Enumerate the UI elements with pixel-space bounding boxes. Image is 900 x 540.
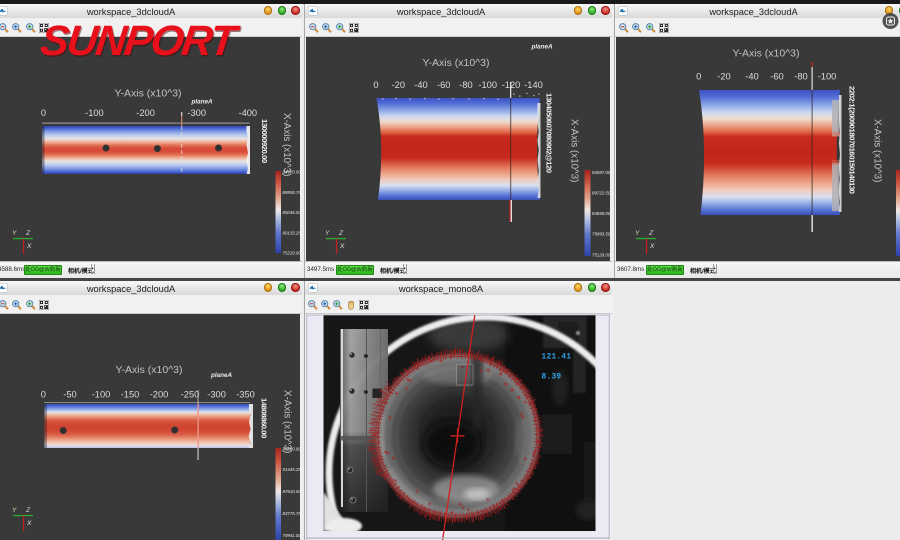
svg-text:-300: -300 <box>207 390 226 400</box>
svg-text:Y-Axis (x10^3): Y-Axis (x10^3) <box>115 88 182 100</box>
svg-text:75129.00: 75129.00 <box>592 253 610 258</box>
svg-text:83775.75: 83775.75 <box>283 511 301 516</box>
svg-text:Y: Y <box>12 230 17 237</box>
svg-text:-150: -150 <box>121 390 140 400</box>
svg-text:0: 0 <box>41 108 46 118</box>
svg-text:-100: -100 <box>478 80 497 90</box>
svg-text:2202:1(2009018070160150140130: 2202:1(2009018070160150140130 <box>848 86 857 194</box>
svg-text:Z: Z <box>338 230 344 237</box>
svg-text:84858.00: 84858.00 <box>592 211 610 216</box>
svg-text:Y: Y <box>325 230 330 237</box>
svg-text:-200: -200 <box>150 390 169 400</box>
svg-text:-250: -250 <box>181 390 200 400</box>
svg-text:planeA: planeA <box>531 44 553 51</box>
svg-text:Y-Axis (x10^3): Y-Axis (x10^3) <box>116 364 183 376</box>
svg-text:-60: -60 <box>770 72 783 82</box>
svg-text:-60: -60 <box>437 80 450 90</box>
svg-text:-400: -400 <box>238 108 257 118</box>
svg-text:0: 0 <box>373 80 378 90</box>
svg-text:1304050607080902@120: 1304050607080902@120 <box>545 93 554 173</box>
svg-text:Y: Y <box>635 230 640 237</box>
svg-text:-350: -350 <box>236 390 255 400</box>
svg-text:X: X <box>26 520 32 527</box>
svg-text:-40: -40 <box>745 72 758 82</box>
svg-text:87610.50: 87610.50 <box>283 489 301 494</box>
svg-text:95280.00: 95280.00 <box>283 447 301 452</box>
svg-text:Y-Axis (x10^3): Y-Axis (x10^3) <box>733 48 800 60</box>
svg-text:79993.50: 79993.50 <box>592 232 610 237</box>
svg-text:-80: -80 <box>459 80 472 90</box>
svg-text:121.41: 121.41 <box>542 354 572 362</box>
svg-text:0: 0 <box>41 390 46 400</box>
svg-text:X: X <box>26 243 32 250</box>
svg-text:-40: -40 <box>414 80 427 90</box>
svg-text:-20: -20 <box>717 72 730 82</box>
svg-text:X-Axis (x10^3): X-Axis (x10^3) <box>282 390 293 453</box>
svg-text:-300: -300 <box>187 108 206 118</box>
svg-text:-200: -200 <box>136 108 155 118</box>
svg-text:79941.00: 79941.00 <box>283 533 301 538</box>
svg-text:8.39: 8.39 <box>542 374 562 382</box>
svg-text:-100: -100 <box>92 390 111 400</box>
svg-text:94587.00: 94587.00 <box>592 170 610 175</box>
svg-text:75219.00: 75219.00 <box>283 251 301 256</box>
svg-text:91445.25: 91445.25 <box>283 467 301 472</box>
svg-text:planeA: planeA <box>191 99 213 106</box>
svg-text:Y-Axis (x10^3): Y-Axis (x10^3) <box>423 57 490 69</box>
svg-text:94970.00: 94970.00 <box>283 170 301 175</box>
svg-text:X-Axis (x10^3): X-Axis (x10^3) <box>872 119 883 182</box>
svg-text:-80: -80 <box>794 72 807 82</box>
svg-text:-100: -100 <box>85 108 104 118</box>
svg-text:Z: Z <box>25 507 31 514</box>
svg-text:0: 0 <box>696 72 701 82</box>
svg-text:-100: -100 <box>818 72 837 82</box>
svg-text:X-Axis (x10^3): X-Axis (x10^3) <box>281 113 292 176</box>
svg-text:130000920.00: 130000920.00 <box>260 119 269 163</box>
svg-text:Z: Z <box>648 230 654 237</box>
svg-text:89722.50: 89722.50 <box>592 191 610 196</box>
svg-text:X: X <box>649 243 655 250</box>
svg-text:planeA: planeA <box>210 372 232 379</box>
svg-text:80133.25: 80133.25 <box>283 230 301 235</box>
svg-text:89958.75: 89958.75 <box>283 190 301 195</box>
svg-text:-50: -50 <box>63 390 76 400</box>
svg-text:X: X <box>339 243 345 250</box>
svg-text:85046.50: 85046.50 <box>283 210 301 215</box>
svg-text:Z: Z <box>25 230 31 237</box>
svg-text:Y: Y <box>12 507 17 514</box>
svg-text:-140: -140 <box>524 80 543 90</box>
svg-text:-20: -20 <box>392 80 405 90</box>
svg-text:14808860.00: 14808860.00 <box>260 398 269 438</box>
svg-text:X-Axis (x10^3): X-Axis (x10^3) <box>569 119 580 182</box>
